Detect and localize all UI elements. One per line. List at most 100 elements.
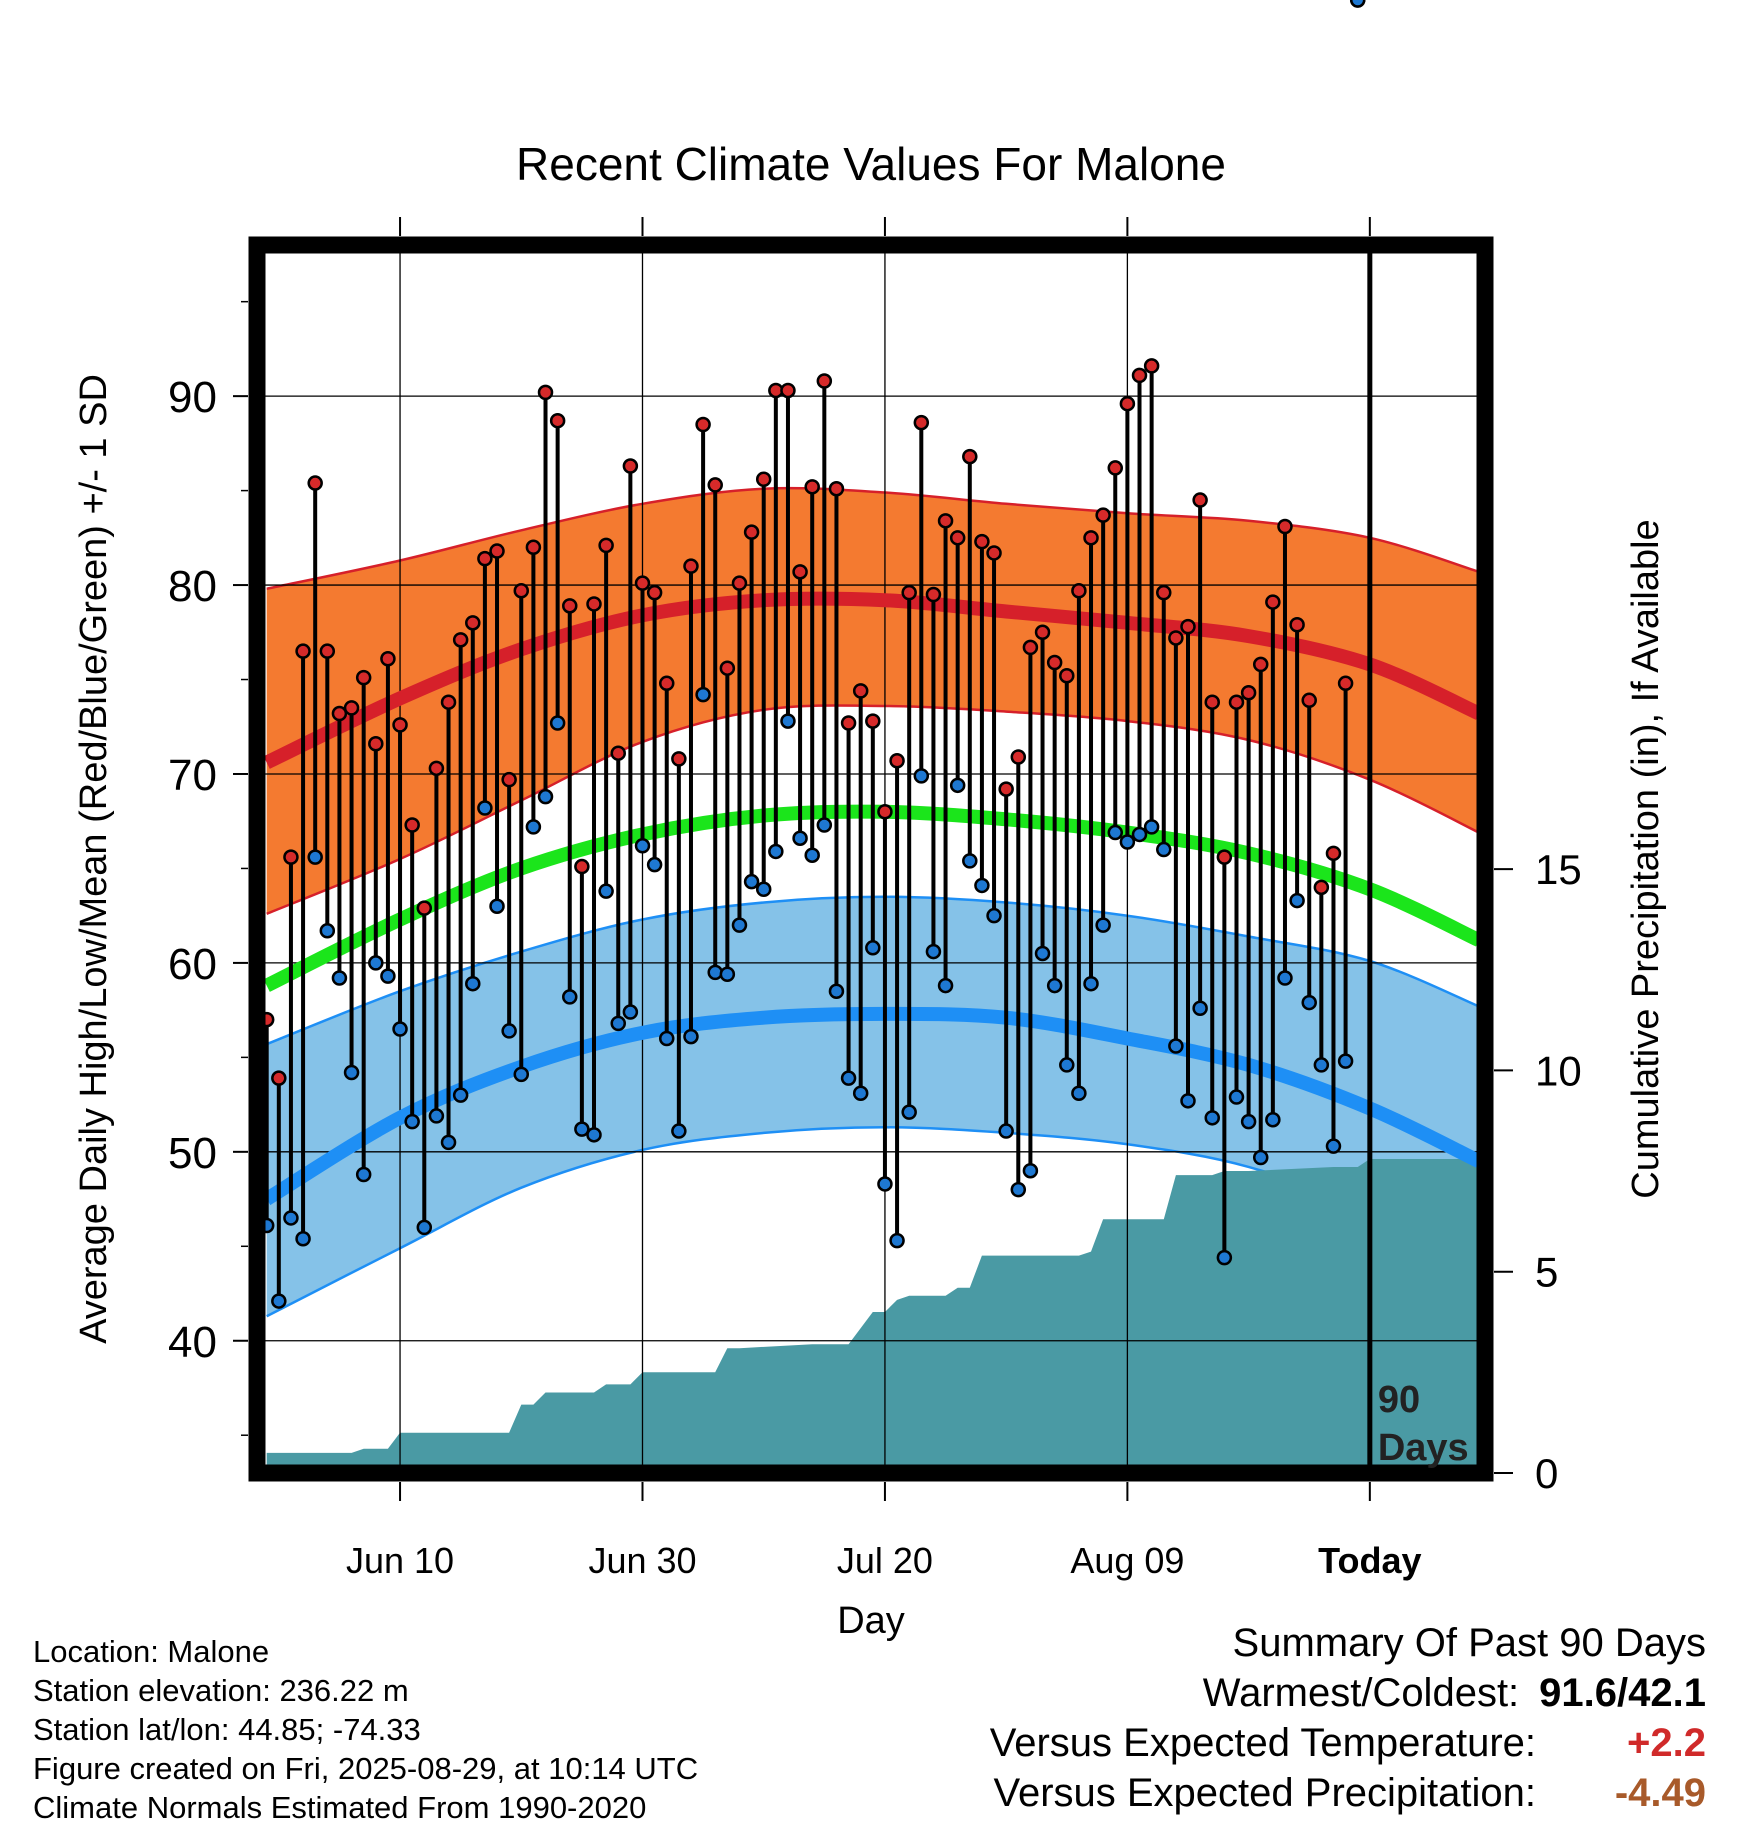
low-point-13 bbox=[416, 1219, 433, 1236]
low-point-61 bbox=[998, 1123, 1014, 1139]
high-point-18 bbox=[477, 550, 493, 567]
high-point-1 bbox=[271, 1070, 287, 1086]
plot-frame bbox=[248, 236, 1494, 1482]
high-point-7 bbox=[343, 700, 360, 716]
chart-text: Recent Climate Values For Malone Day Avera… bbox=[73, 138, 1667, 1642]
low-point-66 bbox=[1059, 1057, 1075, 1073]
low-point-64 bbox=[1034, 945, 1051, 962]
low-point-44 bbox=[792, 830, 808, 846]
summary-warmest-row: Warmest/Coldest: 91.6/42.1 bbox=[990, 1668, 1706, 1718]
high-point-29 bbox=[610, 745, 626, 761]
axes: 40 50 60 70 80 90 0 5 10 15 Jun 10 Jun 30 Jul 20 Aug … bbox=[168, 217, 1582, 1581]
low-point-60 bbox=[986, 907, 1002, 924]
high-point-48 bbox=[840, 715, 857, 731]
high-point-59 bbox=[974, 533, 990, 550]
high-point-89 bbox=[1337, 675, 1354, 692]
low-point-30 bbox=[622, 1004, 639, 1020]
high-point-31 bbox=[634, 575, 651, 591]
low-point-52 bbox=[889, 1232, 905, 1249]
high-point-82 bbox=[1252, 656, 1269, 673]
precip-label: Versus Expected Precipitation: bbox=[993, 1771, 1536, 1815]
high-point-15 bbox=[440, 694, 457, 710]
high-point-80 bbox=[1228, 694, 1245, 710]
high-point-40 bbox=[743, 524, 760, 540]
low-point-22 bbox=[525, 819, 542, 835]
low-point-21 bbox=[513, 1066, 530, 1083]
y-tick-label-2: 60 bbox=[168, 940, 217, 989]
high-point-58 bbox=[962, 448, 978, 465]
high-point-51 bbox=[877, 804, 893, 820]
low-point-81 bbox=[1240, 1113, 1257, 1130]
low-point-26 bbox=[574, 1121, 590, 1137]
low-point-31 bbox=[634, 838, 651, 854]
created-text: Figure created on Fri, 2025-08-29, at 10… bbox=[33, 1751, 699, 1786]
high-point-55 bbox=[925, 586, 942, 603]
low-point-32 bbox=[646, 856, 663, 873]
high-point-35 bbox=[683, 558, 699, 574]
summary-precip-row: Versus Expected Precipitation: -4.49 bbox=[990, 1768, 1706, 1818]
high-point-62 bbox=[1010, 749, 1027, 765]
temp-value: +2.2 bbox=[1627, 1721, 1706, 1765]
low-point-62 bbox=[1010, 1181, 1027, 1198]
low-point-54 bbox=[913, 768, 930, 784]
low-point-4 bbox=[307, 849, 323, 865]
high-point-64 bbox=[1034, 624, 1051, 641]
low-point-45 bbox=[804, 847, 820, 863]
high-point-87 bbox=[1313, 879, 1330, 896]
high-point-73 bbox=[1143, 358, 1160, 374]
y2-tick-label-2: 10 bbox=[1535, 1047, 1582, 1094]
low-point-82 bbox=[1252, 1149, 1269, 1166]
y-tick-label-0: 40 bbox=[168, 1318, 217, 1367]
high-point-75 bbox=[1168, 630, 1184, 646]
summary-panel: Summary Of Past 90 Days Warmest/Coldest:… bbox=[990, 1618, 1706, 1818]
low-point-69 bbox=[1095, 917, 1111, 933]
high-point-22 bbox=[525, 539, 542, 556]
low-point-43 bbox=[780, 713, 796, 729]
y2-tick-label-1: 5 bbox=[1535, 1249, 1558, 1296]
high-point-56 bbox=[937, 513, 954, 529]
low-point-3 bbox=[295, 1230, 311, 1247]
low-point-18 bbox=[477, 800, 493, 816]
elevation-text: Station elevation: 236.22 m bbox=[33, 1673, 409, 1708]
high-point-20 bbox=[501, 771, 517, 788]
y-tick-label-4: 80 bbox=[168, 562, 217, 611]
low-point-16 bbox=[452, 1087, 469, 1103]
location-text: Location: Malone bbox=[33, 1634, 270, 1669]
low-point-20 bbox=[501, 1023, 517, 1039]
low-point-53 bbox=[901, 1104, 917, 1120]
high-point-63 bbox=[1022, 639, 1039, 656]
high-point-6 bbox=[331, 705, 348, 722]
high-point-60 bbox=[986, 545, 1002, 561]
high-sd-band bbox=[266, 488, 1479, 914]
summary-heading: Summary Of Past 90 Days bbox=[1232, 1621, 1706, 1665]
high-point-86 bbox=[1301, 692, 1317, 709]
low-point-33 bbox=[658, 1030, 675, 1047]
low-point-17 bbox=[465, 975, 481, 992]
high-point-26 bbox=[574, 858, 590, 875]
high-point-13 bbox=[416, 900, 433, 916]
high-point-74 bbox=[1156, 584, 1172, 601]
low-point-55 bbox=[925, 943, 942, 960]
high-point-21 bbox=[513, 582, 530, 599]
high-point-68 bbox=[1083, 530, 1099, 546]
high-point-17 bbox=[465, 615, 481, 631]
high-point-3 bbox=[295, 643, 311, 659]
plot-border bbox=[248, 236, 1494, 1482]
low-point-15 bbox=[440, 1134, 457, 1151]
high-point-8 bbox=[355, 669, 372, 686]
high-point-36 bbox=[695, 416, 711, 433]
low-point-80 bbox=[1228, 1089, 1245, 1105]
low-point-1 bbox=[271, 1293, 287, 1309]
low-point-90 bbox=[1349, 0, 1366, 8]
low-point-68 bbox=[1083, 975, 1099, 992]
high-point-23 bbox=[537, 384, 554, 401]
high-point-57 bbox=[949, 530, 966, 546]
high-point-16 bbox=[452, 632, 469, 648]
y-tick-label-3: 70 bbox=[168, 751, 217, 800]
high-point-5 bbox=[319, 643, 336, 659]
low-point-24 bbox=[549, 715, 566, 731]
high-point-81 bbox=[1240, 684, 1257, 701]
high-point-85 bbox=[1289, 616, 1305, 633]
low-point-84 bbox=[1277, 970, 1293, 986]
y-tick-label-5: 90 bbox=[168, 373, 217, 422]
